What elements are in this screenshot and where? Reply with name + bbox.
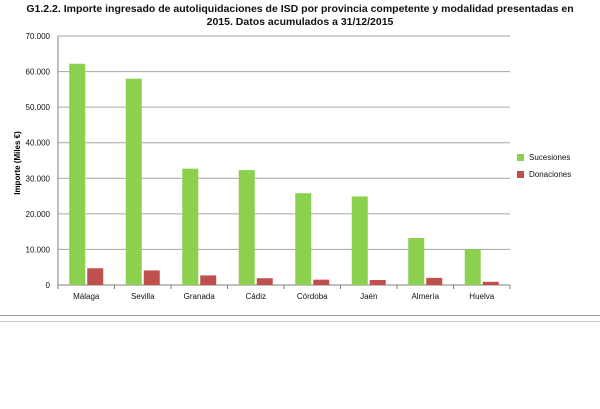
bar-sucesiones-5 bbox=[295, 193, 312, 285]
bar-sucesiones-4 bbox=[238, 170, 255, 285]
x-tick-label: Málaga bbox=[73, 292, 100, 301]
legend-swatch-sucesiones bbox=[517, 154, 524, 161]
bar-sucesiones-2 bbox=[125, 78, 142, 285]
bar-donaciones-5 bbox=[313, 279, 330, 285]
x-axis: Málaga Sevilla Granada Cádiz Córdoba Jaén Alme… bbox=[57, 285, 511, 301]
bars bbox=[69, 63, 499, 286]
y-tick-label: 40.000 bbox=[26, 139, 51, 148]
bar-donaciones-2 bbox=[143, 270, 160, 285]
chart-title: G1.2.2. Importe ingresado de autoliquida… bbox=[0, 3, 600, 29]
y-tick-label: 60.000 bbox=[26, 68, 51, 77]
bar-chart: 0 10.000 20.000 30.000 40.000 50.000 60.000 70.… bbox=[13, 32, 571, 301]
y-tick-label: 10.000 bbox=[26, 245, 51, 254]
chart-title-line-1: G1.2.2. Importe ingresado de autoliquida… bbox=[26, 3, 574, 15]
legend-label-donaciones: Donaciones bbox=[529, 170, 571, 179]
bar-donaciones-8 bbox=[482, 281, 499, 285]
x-tick-label: Huelva bbox=[469, 292, 494, 301]
legend: Sucesiones Donaciones bbox=[517, 153, 571, 179]
x-tick-label: Cádiz bbox=[246, 292, 266, 301]
bar-sucesiones-8 bbox=[464, 249, 481, 285]
y-tick-label: 0 bbox=[46, 281, 51, 290]
y-tick-label: 70.000 bbox=[26, 32, 51, 41]
page-divider-secondary bbox=[0, 321, 600, 322]
page-divider bbox=[0, 315, 600, 316]
y-tick-label: 20.000 bbox=[26, 210, 51, 219]
bar-donaciones-4 bbox=[256, 278, 273, 285]
legend-swatch-donaciones bbox=[517, 171, 524, 178]
bar-donaciones-6 bbox=[369, 280, 386, 285]
bar-donaciones-3 bbox=[200, 275, 217, 285]
y-tick-label: 50.000 bbox=[26, 103, 51, 112]
x-tick-label: Sevilla bbox=[131, 292, 155, 301]
bar-sucesiones-1 bbox=[69, 63, 86, 286]
bar-donaciones-1 bbox=[87, 268, 104, 285]
x-tick-label: Jaén bbox=[360, 292, 377, 301]
y-axis: 0 10.000 20.000 30.000 40.000 50.000 60.000 70.… bbox=[26, 32, 59, 290]
bar-sucesiones-7 bbox=[408, 238, 425, 285]
bar-donaciones-7 bbox=[426, 277, 443, 285]
legend-label-sucesiones: Sucesiones bbox=[529, 153, 570, 162]
y-axis-label: Importe (Miles €) bbox=[13, 131, 22, 195]
x-tick-label: Granada bbox=[184, 292, 216, 301]
y-tick-label: 30.000 bbox=[26, 174, 51, 183]
chart-title-line-2: 2015. Datos acumulados a 31/12/2015 bbox=[206, 16, 394, 28]
x-tick-label: Almería bbox=[411, 292, 439, 301]
bar-sucesiones-6 bbox=[351, 196, 368, 285]
bar-sucesiones-3 bbox=[182, 168, 199, 285]
x-tick-label: Córdoba bbox=[297, 292, 328, 301]
